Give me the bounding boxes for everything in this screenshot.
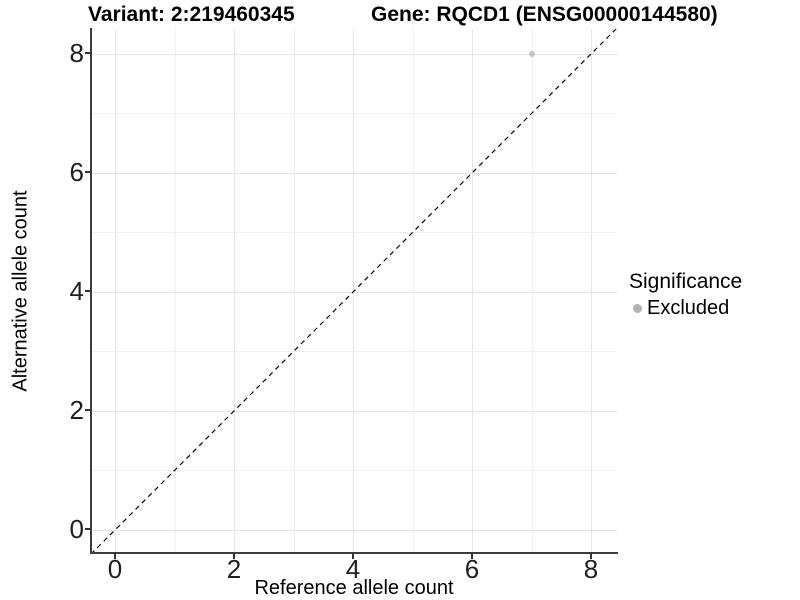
x-tick-0 xyxy=(114,553,116,559)
gridline-y8-major xyxy=(91,54,617,55)
data-point-excluded-7-8 xyxy=(529,51,535,57)
legend-item-label: Excluded xyxy=(647,296,730,319)
y-axis-line xyxy=(90,28,92,554)
legend-title: Significance xyxy=(629,270,743,293)
plot-title-gene: Gene: RQCD1 (ENSG00000144580) xyxy=(371,3,718,26)
x-tick-label-4: 4 xyxy=(345,554,361,584)
y-tick-label-0: 0 xyxy=(69,514,84,544)
plot-panel xyxy=(91,29,617,553)
y-axis-title: Alternative allele count xyxy=(9,190,32,392)
gridline-y7-minor xyxy=(91,113,617,114)
gridline-x3-minor xyxy=(294,29,295,553)
y-tick-6 xyxy=(85,171,91,173)
gridline-y1-minor xyxy=(91,470,617,471)
gridline-x7-minor xyxy=(532,29,533,553)
y-tick-0 xyxy=(85,528,91,530)
legend-key-dot-icon xyxy=(633,303,642,313)
gridline-x1-minor xyxy=(175,29,176,553)
x-tick-2 xyxy=(233,553,235,559)
gridline-y2-major xyxy=(91,411,617,412)
gridline-x6-major xyxy=(472,29,473,553)
gridline-y5-minor xyxy=(91,232,617,233)
plot-title-variant: Variant: 2:219460345 xyxy=(88,3,295,26)
x-tick-8 xyxy=(590,553,592,559)
x-axis-title: Reference allele count xyxy=(254,577,454,599)
y-tick-label-4: 4 xyxy=(69,276,84,306)
gridline-x2-major xyxy=(234,29,235,553)
x-tick-label-6: 6 xyxy=(464,554,480,584)
x-tick-label-0: 0 xyxy=(107,554,123,584)
gridline-y4-major xyxy=(91,292,617,293)
gridline-y3-minor xyxy=(91,351,617,352)
x-tick-4 xyxy=(352,553,354,559)
gridline-x0-major xyxy=(115,29,116,553)
gridline-x5-minor xyxy=(413,29,414,553)
gridline-y0-major xyxy=(91,530,617,531)
y-tick-label-8: 8 xyxy=(69,38,84,68)
y-tick-2 xyxy=(85,409,91,411)
y-tick-label-2: 2 xyxy=(69,395,84,425)
y-tick-label-6: 6 xyxy=(69,157,84,187)
gridline-y6-major xyxy=(91,173,617,174)
gridline-x8-major xyxy=(591,29,592,553)
x-tick-label-2: 2 xyxy=(226,554,242,584)
identity-dashed-line xyxy=(91,29,617,553)
legend-item-excluded: Excluded xyxy=(629,295,742,321)
legend: Significance Excluded xyxy=(629,269,742,321)
x-tick-6 xyxy=(471,553,473,559)
x-tick-label-8: 8 xyxy=(583,554,599,584)
x-axis-line xyxy=(90,552,618,554)
y-tick-4 xyxy=(85,290,91,292)
y-tick-8 xyxy=(85,52,91,54)
